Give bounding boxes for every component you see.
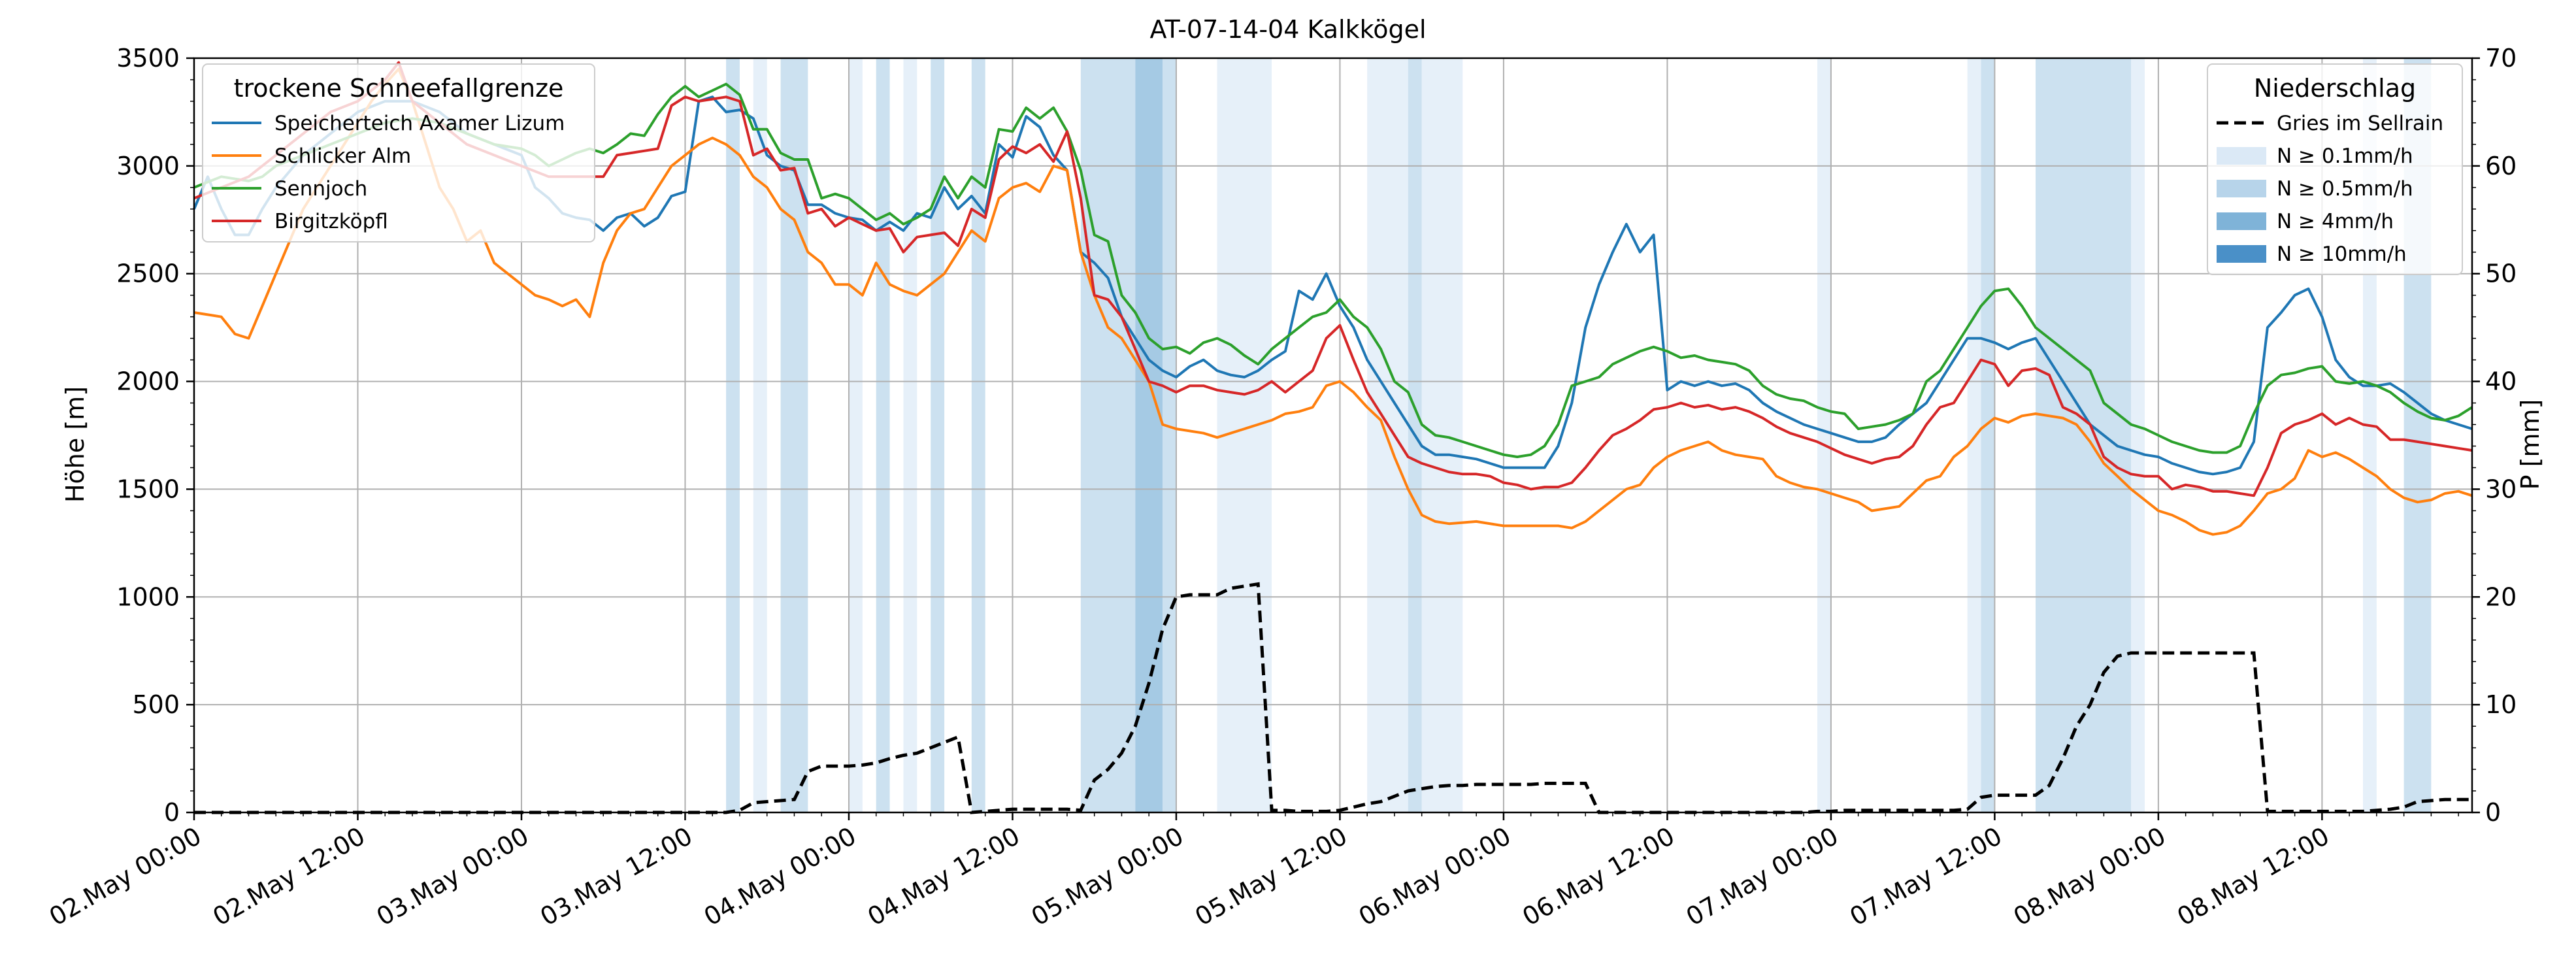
y-tick-label: 2000 xyxy=(116,367,180,396)
y-tick-label-right: 10 xyxy=(2485,690,2517,719)
y-tick-label-right: 70 xyxy=(2485,44,2517,73)
series-line xyxy=(193,82,2473,458)
precip-band xyxy=(903,58,917,812)
precip-band xyxy=(931,58,945,812)
y-tick-label: 3000 xyxy=(116,152,180,180)
y-tick-label-right: 60 xyxy=(2485,152,2517,180)
precip-band xyxy=(2131,58,2145,812)
plot-frame xyxy=(193,57,2473,814)
y-tick-label: 500 xyxy=(132,690,180,719)
legend-patch-swatch xyxy=(2217,212,2266,230)
legend-entry-label: Speicherteich Axamer Lizum xyxy=(274,112,565,135)
precip-band xyxy=(1135,58,1163,812)
y-tick-label-right: 40 xyxy=(2485,367,2517,396)
precip-band xyxy=(780,58,808,812)
y-tick-label-right: 30 xyxy=(2485,475,2517,503)
precip-band xyxy=(2036,58,2132,812)
legend-right: Niederschlag Gries im Sellrain N ≥ 0.1mm/… xyxy=(2207,63,2463,275)
legend-entry-label: N ≥ 0.5mm/h xyxy=(2277,177,2413,201)
precip-band xyxy=(1080,58,1136,812)
y-tick-label-right: 50 xyxy=(2485,259,2517,288)
legend-patch-swatch xyxy=(2217,147,2266,165)
y-axis-label: Höhe [m] xyxy=(61,386,90,503)
legend-right-title: Niederschlag xyxy=(2254,74,2416,103)
precip-band xyxy=(1163,58,1176,812)
precip-band xyxy=(726,58,740,812)
y-tick-label: 1500 xyxy=(116,475,180,503)
legend-patch-swatch xyxy=(2217,180,2266,197)
legend-entry-label: Birgitzköpfl xyxy=(274,210,388,233)
legend-entry-label: N ≥ 10mm/h xyxy=(2277,242,2407,266)
legend-patch-swatch xyxy=(2217,245,2266,263)
precip-band xyxy=(876,58,890,812)
legend-left-title: trockene Schneefallgrenze xyxy=(234,74,564,103)
precip-band xyxy=(848,58,863,812)
legend-entry-label: Gries im Sellrain xyxy=(2277,112,2443,135)
y-tick-label: 1000 xyxy=(116,582,180,611)
precipitation-bands xyxy=(726,58,2432,812)
y-tick-label-right: 20 xyxy=(2485,582,2517,611)
series-lines xyxy=(193,61,2473,814)
precip-line xyxy=(194,582,2472,814)
precip-band xyxy=(1817,58,1831,812)
y-axis-label-right: P [mm] xyxy=(2516,399,2545,490)
legend-entry-label: Schlicker Alm xyxy=(274,144,411,168)
legend-left: trockene Schneefallgrenze Speicherteich … xyxy=(202,63,595,242)
precip-band xyxy=(753,58,767,812)
precip-band xyxy=(1967,58,1981,812)
precip-band xyxy=(971,58,985,812)
y-tick-label: 2500 xyxy=(116,259,180,288)
y-tick-label-right: 0 xyxy=(2485,798,2501,827)
series-line xyxy=(193,61,2473,497)
series-line xyxy=(193,95,2473,476)
legend-entry-label: N ≥ 4mm/h xyxy=(2277,210,2394,233)
y-tick-label: 0 xyxy=(164,798,180,827)
y-tick-label: 3500 xyxy=(116,44,180,73)
legend-entry-label: Sennjoch xyxy=(274,177,367,201)
chart-title: AT-07-14-04 Kalkkögel xyxy=(1149,15,1426,44)
legend-entry-label: N ≥ 0.1mm/h xyxy=(2277,144,2413,168)
precip-band xyxy=(1981,58,1995,812)
series-line xyxy=(193,67,2473,536)
